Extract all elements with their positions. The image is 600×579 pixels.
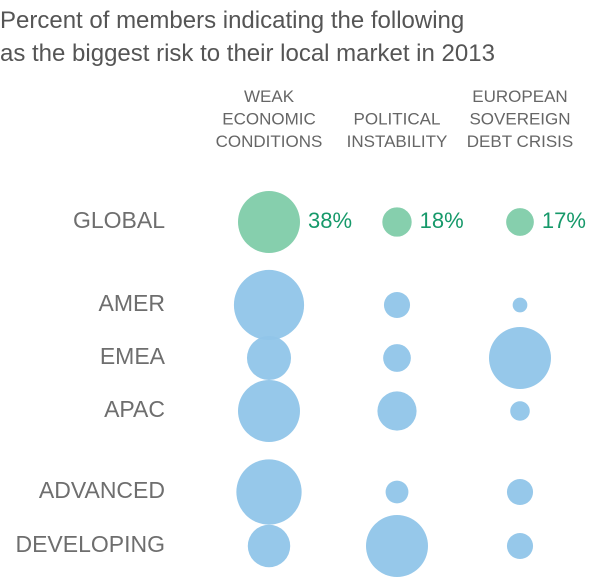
row-label: GLOBAL [73, 207, 165, 233]
bubble [377, 391, 417, 431]
bubble [366, 515, 428, 577]
row-label: EMEA [100, 343, 166, 369]
bubble [247, 524, 291, 568]
bubble [246, 335, 292, 381]
row-label: DEVELOPING [15, 531, 165, 557]
value-label: 18% [420, 208, 464, 233]
row-label: ADVANCED [39, 477, 165, 503]
bubble [238, 191, 300, 253]
bubble [489, 327, 551, 389]
value-label: 38% [308, 208, 352, 233]
column-header: POLITICAL INSTABILITY [347, 110, 448, 152]
bubble [383, 344, 411, 372]
bubble [506, 208, 534, 236]
bubble [510, 401, 530, 421]
bubble [385, 480, 409, 504]
bubble [512, 297, 528, 313]
bubble [506, 478, 534, 506]
column-header: EUROPEAN SOVEREIGN DEBT CRISIS [467, 87, 573, 151]
bubble [383, 291, 411, 319]
row-label: APAC [104, 396, 165, 422]
row-label: AMER [99, 290, 165, 316]
bubble [238, 380, 300, 442]
bubble [236, 459, 302, 525]
bubble [506, 532, 534, 560]
column-header: WEAK ECONOMIC CONDITIONS [216, 87, 323, 151]
bubble [233, 269, 305, 341]
chart-title: Percent of members indicating the follow… [0, 7, 495, 67]
bubble [382, 207, 412, 237]
value-label: 17% [542, 208, 586, 233]
